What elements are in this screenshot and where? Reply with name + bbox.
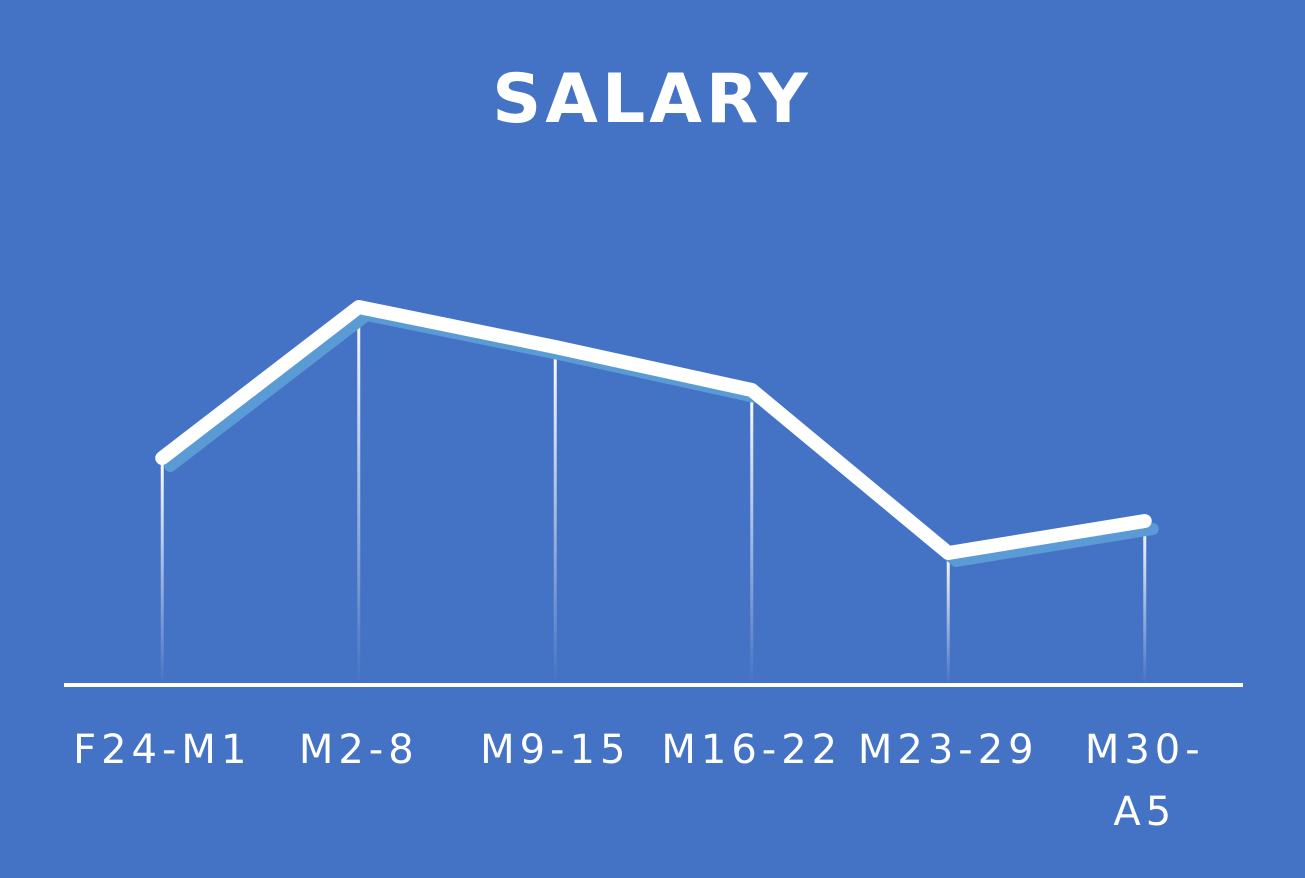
- drop-line: [750, 390, 754, 685]
- x-tick-label: F24-M1: [73, 727, 251, 773]
- drop-line: [946, 553, 950, 685]
- x-tick-label: M2-8: [299, 727, 419, 773]
- x-tick-label: M16-22: [661, 727, 842, 773]
- x-tick-label: M9-15: [480, 727, 630, 773]
- chart-title: SALARY: [492, 60, 811, 139]
- line: [155, 300, 1152, 560]
- x-tick-label: M23-29: [858, 727, 1039, 773]
- drop-line: [553, 347, 557, 685]
- x-tick-label: M30-A5: [1085, 727, 1205, 835]
- drop-line: [1143, 521, 1147, 685]
- drop-line: [160, 458, 164, 685]
- drop-line: [357, 307, 361, 685]
